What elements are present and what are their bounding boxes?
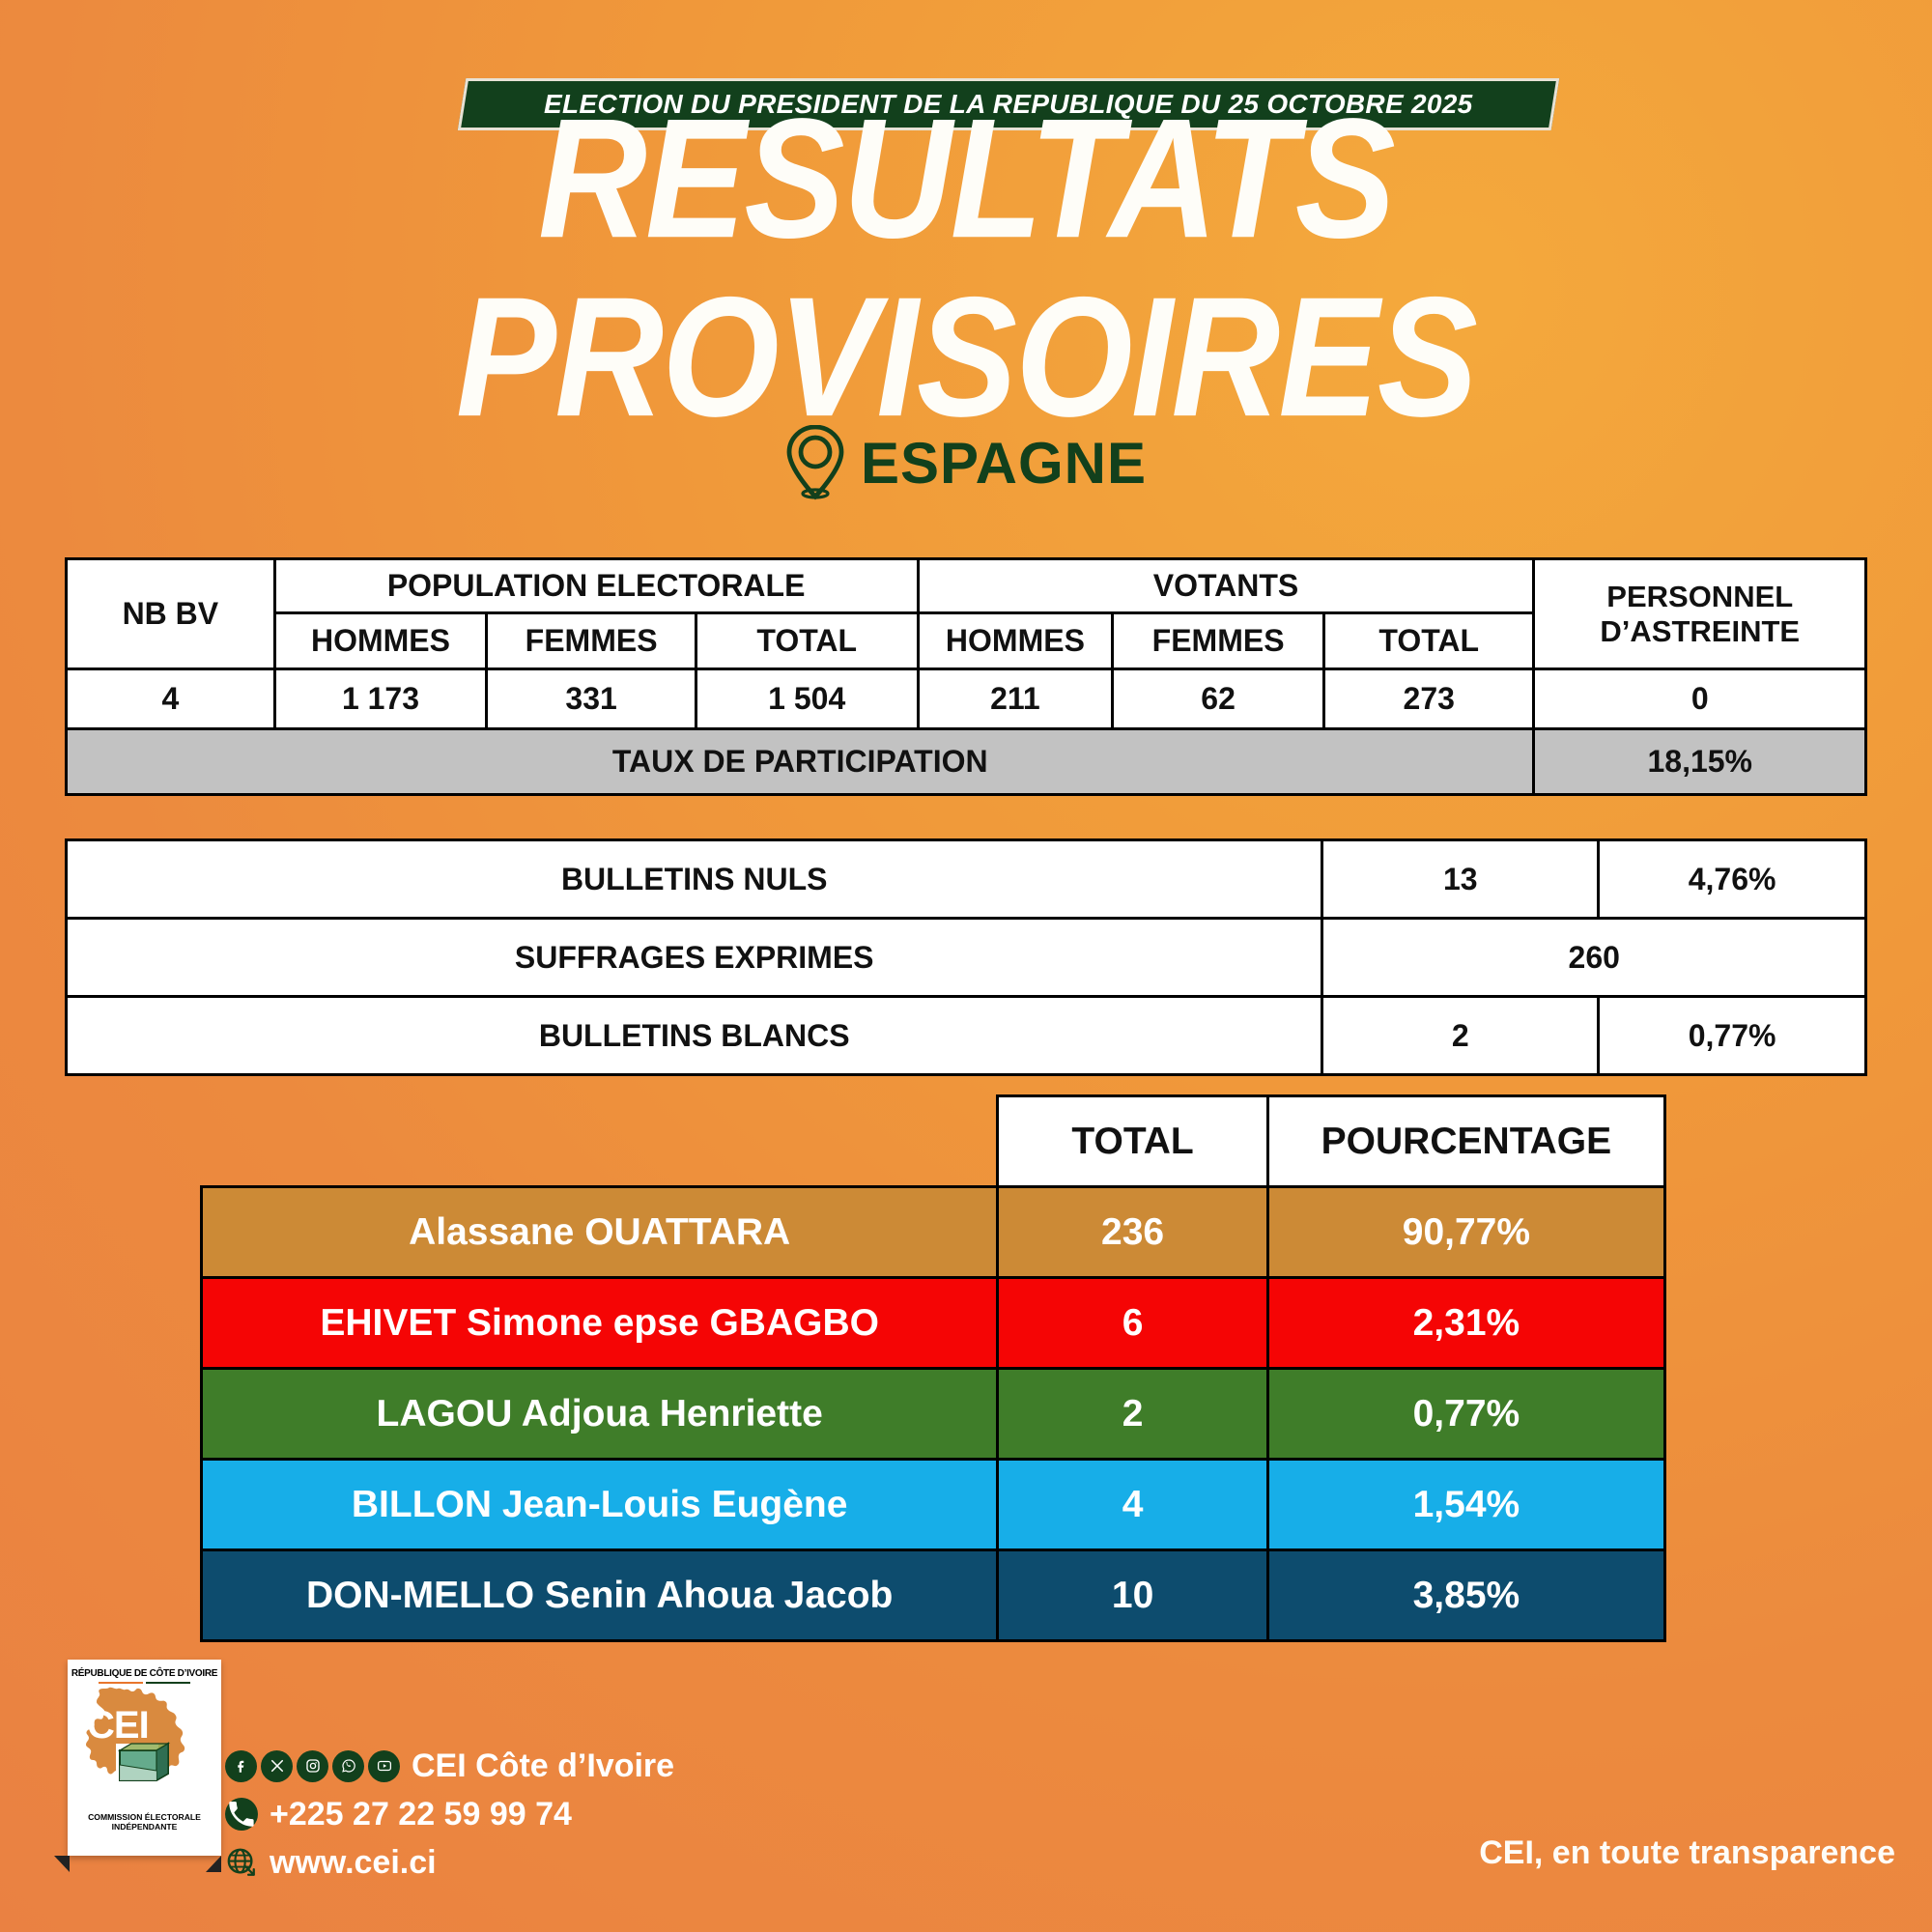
svg-text:CEI: CEI [87, 1704, 149, 1747]
